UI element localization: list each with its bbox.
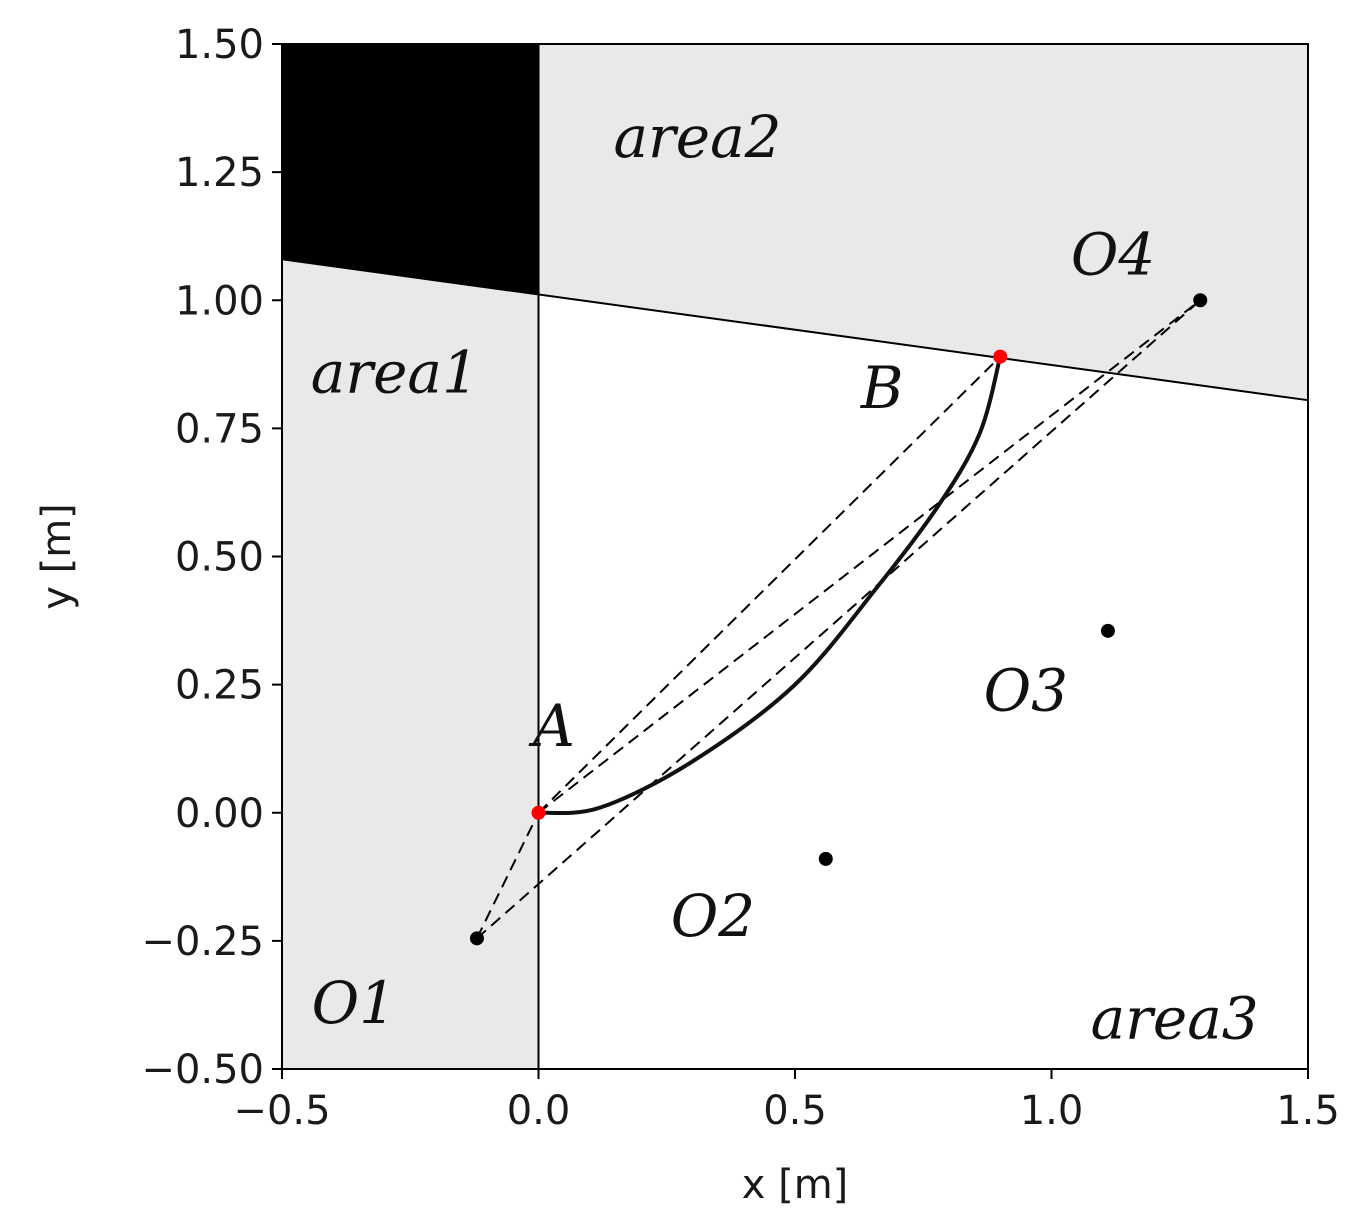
point-label-o1: O1 bbox=[312, 969, 396, 1037]
dashed-line-3 bbox=[537, 355, 1001, 814]
x-tick-label-4: 1.5 bbox=[1276, 1088, 1340, 1134]
region-area1 bbox=[282, 259, 539, 1069]
ticks-layer: −0.5 0.0 0.5 1.0 1.5 −0.50 −0.25 0.00 0.25 0.50 0.… bbox=[141, 22, 1339, 1134]
path-layer bbox=[538, 356, 1003, 816]
y-tick-label-8: 1.50 bbox=[175, 22, 264, 68]
regions-layer bbox=[282, 44, 1308, 1069]
region-blocked-3 bbox=[282, 44, 539, 296]
x-axis-label: x [m] bbox=[742, 1162, 849, 1208]
boundary-line-0 bbox=[281, 258, 1309, 402]
x-tick-label-1: 0.0 bbox=[507, 1088, 571, 1134]
points-layer bbox=[469, 293, 1208, 946]
y-tick-label-5: 0.75 bbox=[175, 406, 264, 452]
x-tick-label-3: 1.0 bbox=[1020, 1088, 1084, 1134]
x-tick-label-2: 0.5 bbox=[763, 1088, 827, 1134]
point-a bbox=[531, 805, 546, 820]
y-tick-label-3: 0.25 bbox=[175, 663, 264, 709]
trajectory-curve bbox=[538, 356, 1003, 816]
point-b bbox=[993, 349, 1008, 364]
dashed-line-2 bbox=[537, 299, 1201, 814]
point-labels-layer: A B O1 O2 O3 O4 bbox=[312, 221, 1156, 1037]
boundaries-layer bbox=[281, 44, 1309, 1069]
region-label-area1: area1 bbox=[311, 339, 479, 407]
point-o3 bbox=[1100, 623, 1115, 638]
point-label-o3: O3 bbox=[984, 656, 1068, 724]
y-tick-label-6: 1.00 bbox=[175, 278, 264, 324]
x-tick-label-0: −0.5 bbox=[233, 1088, 330, 1134]
region-area3 bbox=[538, 295, 1308, 1069]
y-tick-label-1: −0.25 bbox=[141, 919, 264, 965]
point-label-a: A bbox=[528, 692, 575, 760]
dashed-line-0 bbox=[476, 812, 540, 939]
point-label-o4: O4 bbox=[1071, 221, 1155, 289]
y-tick-label-4: 0.50 bbox=[175, 535, 264, 581]
y-tick-label-2: 0.00 bbox=[175, 791, 264, 837]
dashed-line-1 bbox=[476, 299, 1201, 940]
region-labels-layer: area1 area2 area3 bbox=[311, 103, 1259, 1053]
y-tick-label-7: 1.25 bbox=[175, 150, 264, 196]
point-label-b: B bbox=[860, 354, 904, 422]
dashed-lines-layer bbox=[476, 299, 1201, 940]
region-label-area2: area2 bbox=[613, 103, 781, 171]
y-axis-label: y [m] bbox=[34, 503, 80, 610]
point-o4 bbox=[1193, 293, 1208, 308]
region-label-area3: area3 bbox=[1091, 984, 1259, 1052]
region-area2 bbox=[538, 44, 1308, 401]
point-o1 bbox=[469, 931, 484, 946]
point-o2 bbox=[818, 851, 833, 866]
point-label-o2: O2 bbox=[671, 882, 755, 950]
y-tick-label-0: −0.50 bbox=[141, 1047, 264, 1093]
